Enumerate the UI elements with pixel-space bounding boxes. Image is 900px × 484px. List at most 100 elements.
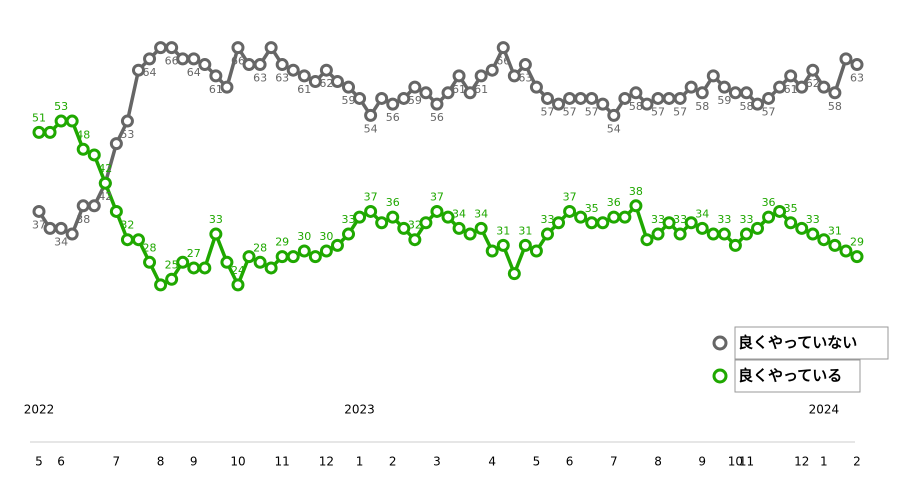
data-label: 57 [762,105,776,118]
data-point [673,227,687,241]
data-point [342,227,356,241]
x-tick-label: 6 [566,455,574,469]
x-tick-label: 7 [610,455,618,469]
data-point [76,142,90,156]
data-point [32,204,46,218]
data-label: 58 [828,100,842,113]
data-point [773,80,787,94]
data-point [308,75,322,88]
data-label: 33 [739,213,753,226]
data-point [76,199,90,213]
data-point [762,210,776,224]
data-point [806,63,820,77]
data-point [143,52,157,66]
data-label: 63 [518,72,532,85]
data-label: 53 [120,128,134,141]
data-label: 48 [76,128,90,141]
data-point [795,221,809,235]
data-point [507,267,521,281]
data-label: 53 [54,100,68,113]
data-label: 57 [585,105,599,118]
data-point [574,91,588,105]
x-tick-label: 9 [190,455,198,469]
x-tick-label: 1 [356,455,364,469]
data-point [143,255,157,269]
data-label: 37 [563,190,577,203]
x-tick-label: 12 [794,455,809,469]
data-label: 34 [54,235,68,248]
data-label: 58 [695,100,709,113]
data-point [695,86,709,100]
legend-label: 良くやっていない [738,334,857,352]
data-point [87,148,101,162]
data-point [187,52,201,66]
legend-box [734,326,889,360]
data-point [375,216,389,230]
data-point [131,233,145,247]
data-point [441,210,455,224]
data-point [231,278,245,292]
data-point [684,216,698,230]
data-point [386,97,400,111]
data-point [319,244,333,258]
data-label: 37 [430,190,444,203]
data-label: 63 [275,72,289,85]
data-label: 57 [651,105,665,118]
data-point [198,261,212,275]
data-label: 42 [98,162,112,175]
data-label: 59 [342,94,356,107]
data-point [165,272,179,286]
data-point [375,91,389,105]
data-label: 31 [828,224,842,237]
data-point [828,86,842,100]
data-point [54,221,68,235]
legend-label: 良くやっている [738,367,842,385]
year-label: 2023 [344,403,375,417]
year-label: 2024 [809,403,840,417]
data-point [706,69,720,83]
data-point [640,97,654,111]
data-point [629,86,643,100]
data-label: 61 [784,83,798,96]
data-point [485,244,499,258]
data-label: 64 [143,66,157,79]
data-point [585,91,599,105]
data-point [552,97,566,111]
data-label: 66 [165,55,179,68]
data-point [662,216,676,230]
data-point [651,91,665,105]
data-label: 25 [165,258,179,271]
data-point [596,97,610,111]
data-point [220,80,234,94]
data-point [463,86,477,100]
data-point [496,41,510,55]
data-point [43,125,57,139]
data-point [242,58,256,72]
data-point [120,114,134,128]
data-point [839,244,853,258]
x-tick-label: 3 [433,455,441,469]
data-point [408,233,422,247]
data-point [485,63,499,77]
data-label: 36 [607,196,621,209]
legend-box [734,359,861,393]
data-point [198,58,212,72]
data-point [552,216,566,230]
data-point [430,97,444,111]
data-label: 66 [231,55,245,68]
data-label: 33 [651,213,665,226]
data-point [165,41,179,55]
x-tick-label: 8 [157,455,165,469]
data-label: 34 [452,207,466,220]
data-label: 56 [430,111,444,124]
data-label: 33 [342,213,356,226]
data-point [330,75,344,88]
data-label: 30 [319,230,333,243]
x-tick-label: 7 [113,455,121,469]
data-label: 54 [607,122,621,135]
data-point [253,58,267,72]
data-label: 32 [120,219,134,232]
data-point [817,80,831,94]
data-label: 24 [231,264,245,277]
